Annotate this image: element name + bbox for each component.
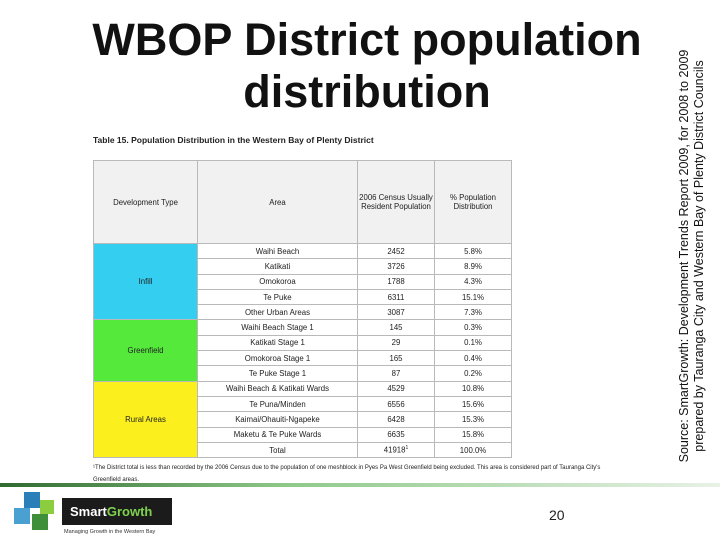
page-number: 20 [549, 507, 565, 523]
total-label: Total [197, 441, 358, 459]
cell-population: 3726 [357, 258, 435, 275]
cell-percent: 15.6% [434, 395, 512, 413]
cell-area: Waihi Beach [197, 242, 358, 260]
table-row: Maketu & Te Puke Wards 6635 15.8% [94, 426, 512, 443]
cell-area: Katikati Stage 1 [197, 334, 358, 352]
slide-title-line1: WBOP District population [92, 14, 642, 65]
header-census-population: 2006 Census Usually Resident Population [357, 160, 435, 244]
cell-area: Katikati [197, 258, 358, 275]
slide-title: WBOP District population distribution [62, 14, 672, 118]
total-footnote-mark: 1 [405, 445, 409, 452]
cell-area: Other Urban Areas [197, 304, 358, 321]
cell-percent: 5.8% [434, 242, 512, 260]
cell-percent: 0.4% [434, 350, 512, 367]
cell-population: 87 [357, 365, 435, 382]
cube-darkgreen-icon [32, 514, 48, 530]
cell-area: Kaimai/Ohauiti-Ngapeke [197, 411, 358, 428]
cell-percent: 15.3% [434, 411, 512, 428]
cell-area: Waihi Beach Stage 1 [197, 319, 358, 336]
cell-population: 1788 [357, 273, 435, 290]
table-row: Greenfield Waihi Beach Stage 1 145 0.3% [93, 319, 512, 382]
footer-band [0, 483, 720, 487]
cell-population: 2452 [357, 242, 435, 260]
cell-population: 6311 [357, 288, 435, 306]
table-footnote: ¹The District total is less than recorde… [93, 465, 601, 483]
table-row: Katikati Stage 1 29 0.1% [94, 334, 512, 352]
cell-percent: 10.8% [434, 380, 512, 397]
table-header-row: Development Type Area 2006 Census Usuall… [93, 160, 512, 244]
header-development-type: Development Type [93, 160, 198, 244]
cell-percent: 15.8% [434, 426, 512, 443]
cell-area: Te Puke [197, 288, 358, 306]
table-row: Infill Waihi Beach 2452 5.8% [93, 242, 512, 321]
cell-population: 6556 [357, 395, 435, 413]
cell-percent: 0.2% [434, 365, 512, 382]
cell-percent: 4.3% [434, 273, 512, 290]
cell-area: Te Puna/Minden [197, 395, 358, 413]
cell-percent: 7.3% [434, 304, 512, 321]
source-note: Source: SmartGrowth: Development Trends … [677, 49, 706, 463]
table-row: Te Puke 6311 15.1% [94, 288, 512, 306]
table-row: Te Puke Stage 1 87 0.2% [94, 365, 512, 382]
cube-lightblue-icon [14, 508, 30, 524]
slide-title-line2: distribution [243, 66, 491, 117]
logo-tagline: Managing Growth in the Western Bay [64, 529, 156, 535]
cell-population: 6428 [357, 411, 435, 428]
table-total-row: Total 419181 100.0% [94, 441, 512, 459]
smartgrowth-cubes-icon [14, 492, 54, 530]
table-row: Te Puna/Minden 6556 15.6% [94, 395, 512, 413]
table-row: Kaimai/Ohauiti-Ngapeke 6428 15.3% [94, 411, 512, 428]
group-greenfield: Greenfield [93, 319, 198, 382]
cell-area: Maketu & Te Puke Wards [197, 426, 358, 443]
table-row: Omokoroa Stage 1 165 0.4% [94, 350, 512, 367]
population-table: Development Type Area 2006 Census Usuall… [93, 160, 512, 459]
cell-population: 145 [357, 319, 435, 336]
header-percent-distribution: % Population Distribution [434, 160, 512, 244]
cube-green-icon [40, 500, 54, 514]
cell-percent: 15.1% [434, 288, 512, 306]
cell-population: 165 [357, 350, 435, 367]
cell-population: 3087 [357, 304, 435, 321]
cell-area: Te Puke Stage 1 [197, 365, 358, 382]
total-population: 419181 [357, 441, 435, 459]
cell-area: Omokoroa Stage 1 [197, 350, 358, 367]
cell-percent: 0.1% [434, 334, 512, 352]
logo-wordmark: SmartGrowth [70, 504, 152, 519]
header-area: Area [197, 160, 358, 244]
total-percent: 100.0% [434, 441, 512, 459]
cell-percent: 0.3% [434, 319, 512, 336]
table-row: Katikati 3726 8.9% [94, 258, 512, 275]
logo-box [62, 498, 172, 525]
cell-population: 4529 [357, 380, 435, 397]
cube-blue-icon [24, 492, 40, 508]
logo-smart: Smart [70, 504, 107, 519]
cell-area: Waihi Beach & Katikati Wards [197, 380, 358, 397]
group-rural-areas: Rural Areas [93, 380, 198, 459]
table-caption: Table 15. Population Distribution in the… [93, 135, 374, 145]
cell-population: 6635 [357, 426, 435, 443]
total-population-value: 41918 [383, 445, 406, 455]
cell-area: Omokoroa [197, 273, 358, 290]
cell-percent: 8.9% [434, 258, 512, 275]
cell-population: 29 [357, 334, 435, 352]
group-infill: Infill [93, 242, 198, 321]
logo-growth: Growth [106, 504, 153, 519]
table-row: Rural Areas Waihi Beach & Katikati Wards… [93, 380, 512, 459]
